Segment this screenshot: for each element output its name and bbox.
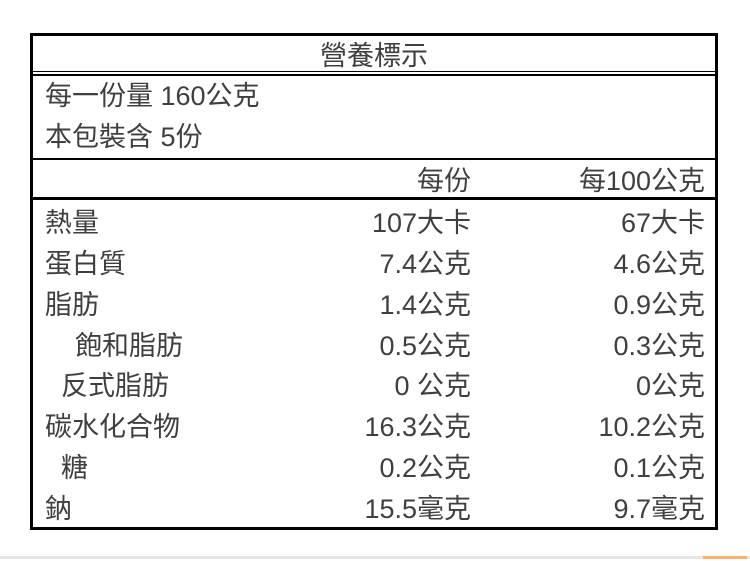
per-100g-value: 0.1公克: [613, 453, 705, 484]
per-serving-value: 15.5毫克: [364, 494, 471, 525]
per-serving-value: 7.4公克: [379, 248, 471, 279]
serving-size-line: 每一份量 160公克: [45, 81, 260, 111]
nutrient-row: 熱量 107大卡 67大卡: [33, 200, 715, 241]
per-100g-value: 67大卡: [620, 207, 705, 238]
per-serving-value: 0 公克: [394, 371, 471, 402]
per-100g-value: 10.2公克: [598, 412, 705, 443]
nutrient-row: 反式脂肪 0 公克 0公克: [33, 364, 715, 405]
per-serving-value: 1.4公克: [379, 289, 471, 320]
nutrient-name: 飽和脂肪: [75, 330, 183, 361]
nutrient-name: 熱量: [45, 207, 99, 238]
per-100g-value: 9.7毫克: [613, 494, 705, 525]
per-100g-value: 0公克: [635, 371, 705, 402]
nutrient-name: 蛋白質: [45, 248, 126, 279]
per-serving-value: 107大卡: [371, 207, 471, 238]
bottom-strip: [0, 556, 750, 559]
table-title: 營養標示: [320, 41, 428, 71]
serving-section: 每一份量 160公克 本包裝含 5份: [33, 74, 715, 160]
nutrient-row: 碳水化合物 16.3公克 10.2公克: [33, 404, 715, 445]
nutrient-rows: 熱量 107大卡 67大卡 蛋白質 7.4公克 4.6公克 脂肪 1.4公克 0…: [33, 200, 715, 527]
nutrient-name: 反式脂肪: [61, 371, 169, 402]
nutrition-table: 營養標示 每一份量 160公克 本包裝含 5份 每份 每100公克 熱量 107…: [30, 33, 718, 530]
nutrient-name: 鈉: [45, 494, 72, 525]
nutrient-row: 飽和脂肪 0.5公克 0.3公克: [33, 323, 715, 364]
bottom-strip-accent: [703, 556, 747, 559]
nutrient-row: 脂肪 1.4公克 0.9公克: [33, 282, 715, 323]
per-serving-value: 0.2公克: [379, 453, 471, 484]
nutrient-name: 糖: [61, 453, 88, 484]
column-header-row: 每份 每100公克: [33, 160, 715, 200]
nutrient-row: 鈉 15.5毫克 9.7毫克: [33, 486, 715, 527]
nutrient-name: 脂肪: [45, 289, 99, 320]
per-100g-value: 4.6公克: [613, 248, 705, 279]
column-header-per-100g: 每100公克: [578, 166, 705, 196]
nutrient-row: 蛋白質 7.4公克 4.6公克: [33, 241, 715, 282]
table-title-row: 營養標示: [33, 36, 715, 72]
package-servings-line: 本包裝含 5份: [45, 122, 203, 152]
per-serving-value: 16.3公克: [364, 412, 471, 443]
per-serving-value: 0.5公克: [379, 330, 471, 361]
nutrient-name: 碳水化合物: [45, 412, 180, 443]
column-header-per-serving: 每份: [417, 166, 471, 196]
per-100g-value: 0.9公克: [613, 289, 705, 320]
per-100g-value: 0.3公克: [613, 330, 705, 361]
nutrient-row: 糖 0.2公克 0.1公克: [33, 445, 715, 486]
